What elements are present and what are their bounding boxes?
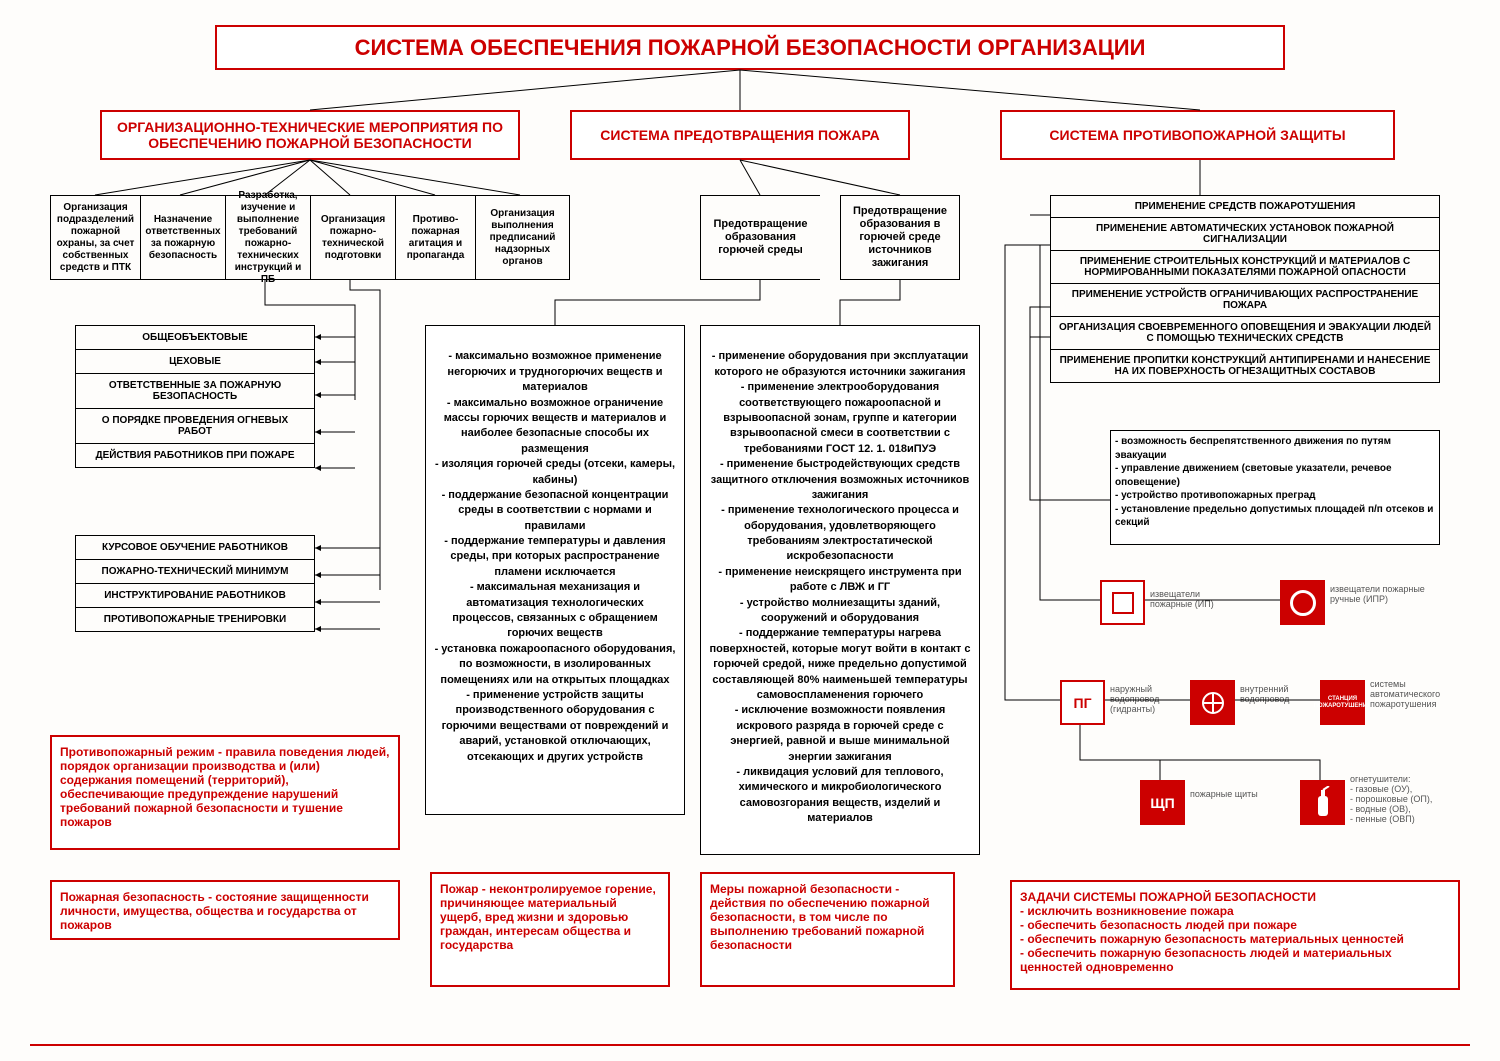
left-columns: Организация подразделений пожарной охран… (50, 195, 570, 280)
stack-b: КУРСОВОЕ ОБУЧЕНИЕ РАБОТНИКОВ ПОЖАРНО-ТЕХ… (75, 535, 315, 632)
icon-ext (1300, 780, 1345, 825)
stack-b-1: ПОЖАРНО-ТЕХНИЧЕСКИЙ МИНИМУМ (75, 559, 315, 583)
icon-station-label: системы автоматического пожаротушения (1370, 680, 1460, 710)
stack-b-3: ПРОТИВОПОЖАРНЫЕ ТРЕНИРОВКИ (75, 607, 315, 632)
def-safety-text: Пожарная безопасность - состояние защище… (60, 890, 369, 932)
right-stack-2: ПРИМЕНЕНИЕ СТРОИТЕЛЬНЫХ КОНСТРУКЦИЙ И МА… (1050, 250, 1440, 283)
def-safety: Пожарная безопасность - состояние защище… (50, 880, 400, 940)
icon-shp-glyph: ЩП (1150, 795, 1174, 811)
icon-ip-label: извещатели пожарные (ИП) (1150, 590, 1230, 610)
icon-ipr (1280, 580, 1325, 625)
section-middle-text: СИСТЕМА ПРЕДОТВРАЩЕНИЯ ПОЖАРА (600, 127, 879, 143)
def-measures-text: Меры пожарной безопасности - действия по… (710, 882, 930, 952)
icon-shp-label: пожарные щиты (1190, 790, 1260, 800)
def-fire-text: Пожар - неконтролируемое горение, причин… (440, 882, 656, 952)
stack-a-1: ЦЕХОВЫЕ (75, 349, 315, 373)
mid-list-b-text: - применение оборудования при эксплуатац… (710, 350, 971, 824)
def-fire: Пожар - неконтролируемое горение, причин… (430, 872, 670, 987)
left-col-0: Организация подразделений пожарной охран… (50, 195, 140, 280)
icon-vk (1190, 680, 1235, 725)
icon-ip (1100, 580, 1145, 625)
section-left: ОРГАНИЗАЦИОННО-ТЕХНИЧЕСКИЕ МЕРОПРИЯТИЯ П… (100, 110, 520, 160)
right-stack-0: ПРИМЕНЕНИЕ СРЕДСТВ ПОЖАРОТУШЕНИЯ (1050, 195, 1440, 217)
right-stack-1: ПРИМЕНЕНИЕ АВТОМАТИЧЕСКИХ УСТАНОВОК ПОЖА… (1050, 217, 1440, 250)
right-stack-5: ПРИМЕНЕНИЕ ПРОПИТКИ КОНСТРУКЦИЙ АНТИПИРЕ… (1050, 349, 1440, 383)
stack-a-4: ДЕЙСТВИЯ РАБОТНИКОВ ПРИ ПОЖАРЕ (75, 443, 315, 468)
def-tasks-title: ЗАДАЧИ СИСТЕМЫ ПОЖАРНОЙ БЕЗОПАСНОСТИ (1020, 890, 1450, 904)
right-sub-text: - возможность беспрепятственного движени… (1115, 435, 1435, 530)
left-col-3: Организация пожарно-технической подготов… (310, 195, 395, 280)
icon-ipr-label: извещатели пожарные ручные (ИПР) (1330, 585, 1430, 605)
icon-pg-glyph: ПГ (1074, 695, 1092, 711)
mid-list-a: - максимально возможное применение негор… (425, 325, 685, 815)
right-sub-box: - возможность беспрепятственного движени… (1110, 430, 1440, 545)
mid-col-0: Предотвращение образования горючей среды (700, 195, 820, 280)
main-title-text: СИСТЕМА ОБЕСПЕЧЕНИЯ ПОЖАРНОЙ БЕЗОПАСНОСТ… (355, 35, 1146, 61)
section-left-text: ОРГАНИЗАЦИОННО-ТЕХНИЧЕСКИЕ МЕРОПРИЯТИЯ П… (108, 119, 512, 151)
def-regime-text: Противопожарный режим - правила поведени… (60, 745, 389, 829)
icon-ext-label: огнетушители: - газовые (ОУ), - порошков… (1350, 775, 1470, 824)
stack-b-0: КУРСОВОЕ ОБУЧЕНИЕ РАБОТНИКОВ (75, 535, 315, 559)
mid-columns: Предотвращение образования горючей среды… (700, 195, 960, 280)
stack-a: ОБЩЕОБЪЕКТОВЫЕ ЦЕХОВЫЕ ОТВЕТСТВЕННЫЕ ЗА … (75, 325, 315, 468)
mid-list-a-text: - максимально возможное применение негор… (435, 350, 676, 762)
mid-col-1: Предотвращение образования в горючей сре… (840, 195, 960, 280)
stack-a-2: ОТВЕТСТВЕННЫЕ ЗА ПОЖАРНУЮ БЕЗОПАСНОСТЬ (75, 373, 315, 408)
mid-list-b: - применение оборудования при эксплуатац… (700, 325, 980, 855)
section-middle: СИСТЕМА ПРЕДОТВРАЩЕНИЯ ПОЖАРА (570, 110, 910, 160)
def-tasks: ЗАДАЧИ СИСТЕМЫ ПОЖАРНОЙ БЕЗОПАСНОСТИ - и… (1010, 880, 1460, 990)
def-tasks-text: - исключить возникновение пожара - обесп… (1020, 904, 1404, 974)
right-stack-4: ОРГАНИЗАЦИЯ СВОЕВРЕМЕННОГО ОПОВЕЩЕНИЯ И … (1050, 316, 1440, 349)
icon-shp: ЩП (1140, 780, 1185, 825)
icon-pg-label: наружный водопровод (гидранты) (1110, 685, 1180, 715)
section-right-text: СИСТЕМА ПРОТИВОПОЖАРНОЙ ЗАЩИТЫ (1049, 127, 1345, 143)
icon-pg: ПГ (1060, 680, 1105, 725)
icon-vk-label: внутренний водопровод (1240, 685, 1310, 705)
right-stack-3: ПРИМЕНЕНИЕ УСТРОЙСТВ ОГРАНИЧИВАЮЩИХ РАСП… (1050, 283, 1440, 316)
stack-b-2: ИНСТРУКТИРОВАНИЕ РАБОТНИКОВ (75, 583, 315, 607)
footer-rule (30, 1044, 1470, 1046)
left-col-5: Организация выполнения предписаний надзо… (475, 195, 570, 280)
def-regime: Противопожарный режим - правила поведени… (50, 735, 400, 850)
right-stack: ПРИМЕНЕНИЕ СРЕДСТВ ПОЖАРОТУШЕНИЯ ПРИМЕНЕ… (1050, 195, 1440, 383)
stack-a-0: ОБЩЕОБЪЕКТОВЫЕ (75, 325, 315, 349)
main-title: СИСТЕМА ОБЕСПЕЧЕНИЯ ПОЖАРНОЙ БЕЗОПАСНОСТ… (215, 25, 1285, 70)
icon-station: СТАНЦИЯПОЖАРОТУШЕНИЯ (1320, 680, 1365, 725)
left-col-2: Разработка, изучение и выполнение требов… (225, 195, 310, 280)
left-col-1: Назначение ответственных за пожарную без… (140, 195, 225, 280)
left-col-4: Противо-пожарная агитация и пропаганда (395, 195, 475, 280)
def-measures: Меры пожарной безопасности - действия по… (700, 872, 955, 987)
section-right: СИСТЕМА ПРОТИВОПОЖАРНОЙ ЗАЩИТЫ (1000, 110, 1395, 160)
stack-a-3: О ПОРЯДКЕ ПРОВЕДЕНИЯ ОГНЕВЫХ РАБОТ (75, 408, 315, 443)
